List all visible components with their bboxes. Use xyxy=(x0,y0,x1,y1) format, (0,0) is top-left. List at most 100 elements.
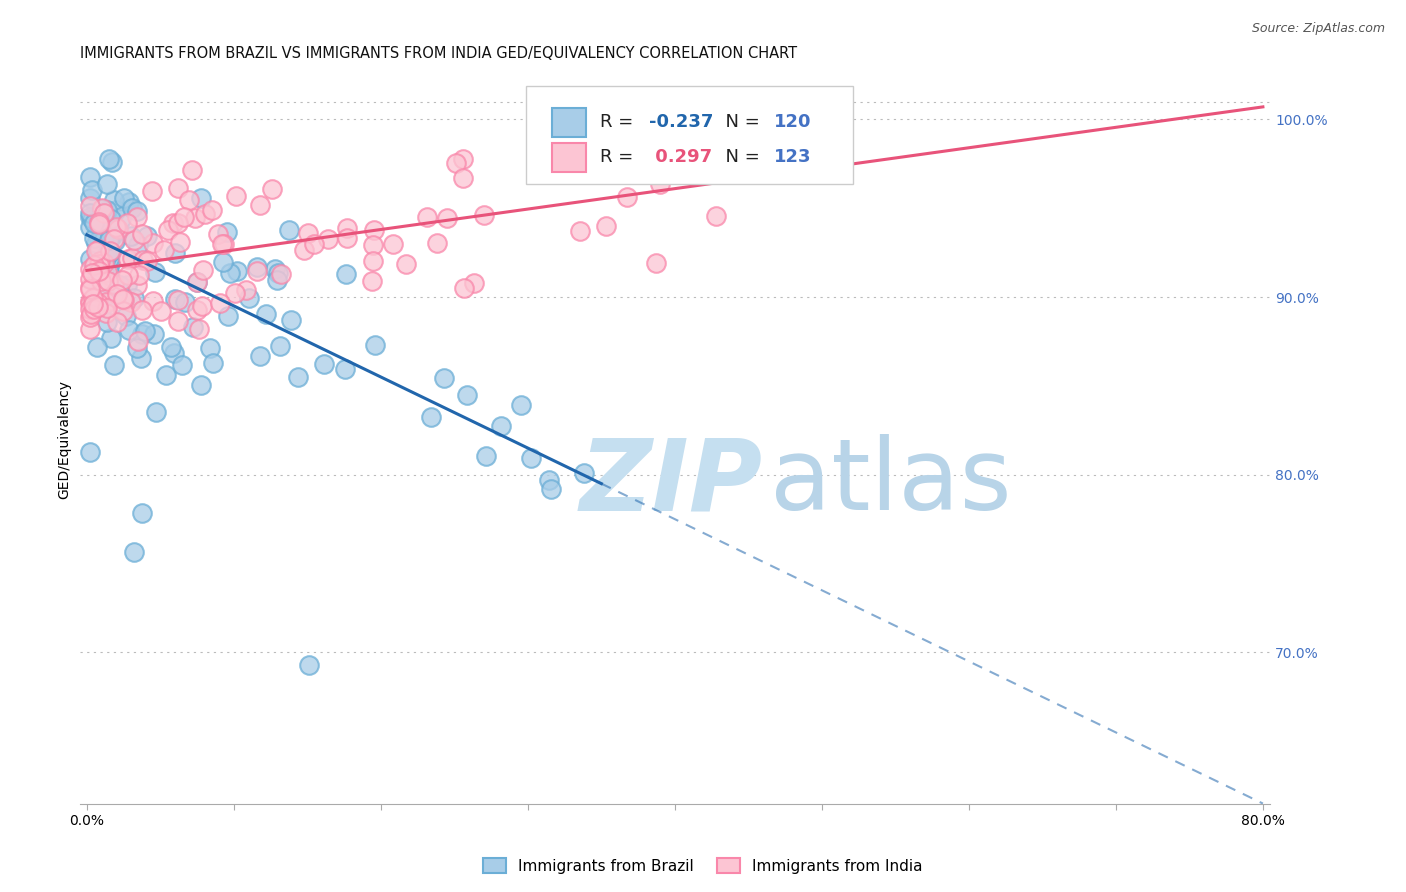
Point xyxy=(79,279,101,293)
Point xyxy=(134,324,156,338)
Point xyxy=(145,405,167,419)
Point xyxy=(270,267,292,281)
Point xyxy=(96,177,118,191)
Point xyxy=(595,219,617,234)
Point xyxy=(650,177,672,191)
Point xyxy=(540,482,562,496)
Point xyxy=(79,272,101,286)
Point xyxy=(193,263,215,277)
Point xyxy=(186,275,208,289)
Point xyxy=(111,273,134,287)
Point xyxy=(224,286,246,301)
Point xyxy=(104,234,127,248)
Point xyxy=(167,293,190,308)
Point xyxy=(103,359,125,373)
Point xyxy=(98,265,121,279)
Point xyxy=(163,246,186,260)
Point xyxy=(128,268,150,282)
Point xyxy=(120,228,142,243)
Point xyxy=(266,273,288,287)
Point xyxy=(117,252,139,266)
Point xyxy=(426,235,449,250)
Point xyxy=(79,252,101,266)
Point xyxy=(142,326,165,341)
Text: ZIP: ZIP xyxy=(579,434,762,532)
Text: R =: R = xyxy=(600,148,638,166)
Point xyxy=(87,248,110,262)
Point xyxy=(451,153,474,167)
Point xyxy=(82,291,104,305)
Point xyxy=(335,267,357,281)
Point xyxy=(96,301,118,316)
Point xyxy=(115,309,138,323)
Point xyxy=(235,283,257,297)
Point xyxy=(278,223,301,237)
Point xyxy=(131,227,153,241)
Point xyxy=(118,195,141,210)
Point xyxy=(100,229,122,244)
FancyBboxPatch shape xyxy=(553,108,585,136)
Point xyxy=(568,224,591,238)
Text: Source: ZipAtlas.com: Source: ZipAtlas.com xyxy=(1251,22,1385,36)
Point xyxy=(83,230,105,244)
Point xyxy=(336,221,359,235)
Point xyxy=(316,232,339,246)
Point xyxy=(79,261,101,276)
Point xyxy=(86,296,108,310)
Point xyxy=(159,340,181,354)
Point xyxy=(107,222,129,236)
Point xyxy=(87,264,110,278)
Point xyxy=(96,315,118,329)
Point xyxy=(131,326,153,341)
Point xyxy=(98,152,121,166)
Point xyxy=(112,293,135,307)
Point xyxy=(79,220,101,235)
Point xyxy=(616,190,638,204)
Point xyxy=(79,192,101,206)
Point xyxy=(93,298,115,312)
Point xyxy=(453,170,475,185)
Point xyxy=(80,307,103,321)
Point xyxy=(489,419,512,434)
Point xyxy=(226,264,249,278)
Point xyxy=(83,301,105,316)
Point xyxy=(302,236,325,251)
Point xyxy=(453,281,475,295)
Text: atlas: atlas xyxy=(770,434,1012,532)
Point xyxy=(163,346,186,360)
Point xyxy=(82,212,104,227)
Point xyxy=(364,337,387,351)
Point xyxy=(249,198,271,212)
Point xyxy=(97,214,120,228)
Point xyxy=(173,210,195,224)
Point xyxy=(156,223,179,237)
Point xyxy=(80,266,103,280)
Point xyxy=(79,301,101,316)
Point xyxy=(98,244,121,258)
Point xyxy=(80,183,103,197)
Point xyxy=(125,341,148,355)
Point xyxy=(105,203,128,218)
Text: -0.237: -0.237 xyxy=(648,113,713,131)
Point xyxy=(166,216,188,230)
Point xyxy=(79,282,101,296)
Point xyxy=(167,181,190,195)
Point xyxy=(297,226,319,240)
Point xyxy=(111,304,134,318)
Point xyxy=(141,185,163,199)
Point xyxy=(89,281,111,295)
Point xyxy=(122,545,145,559)
Point xyxy=(98,229,121,244)
Legend: Immigrants from Brazil, Immigrants from India: Immigrants from Brazil, Immigrants from … xyxy=(477,852,929,880)
Point xyxy=(93,205,115,219)
Point xyxy=(89,284,111,298)
Point xyxy=(260,181,283,195)
Point xyxy=(104,219,127,234)
Point xyxy=(382,236,405,251)
Point xyxy=(112,191,135,205)
Point xyxy=(105,315,128,329)
Point xyxy=(79,310,101,324)
Y-axis label: GED/Equivalency: GED/Equivalency xyxy=(58,380,72,499)
Point xyxy=(122,292,145,306)
Point xyxy=(292,243,315,257)
